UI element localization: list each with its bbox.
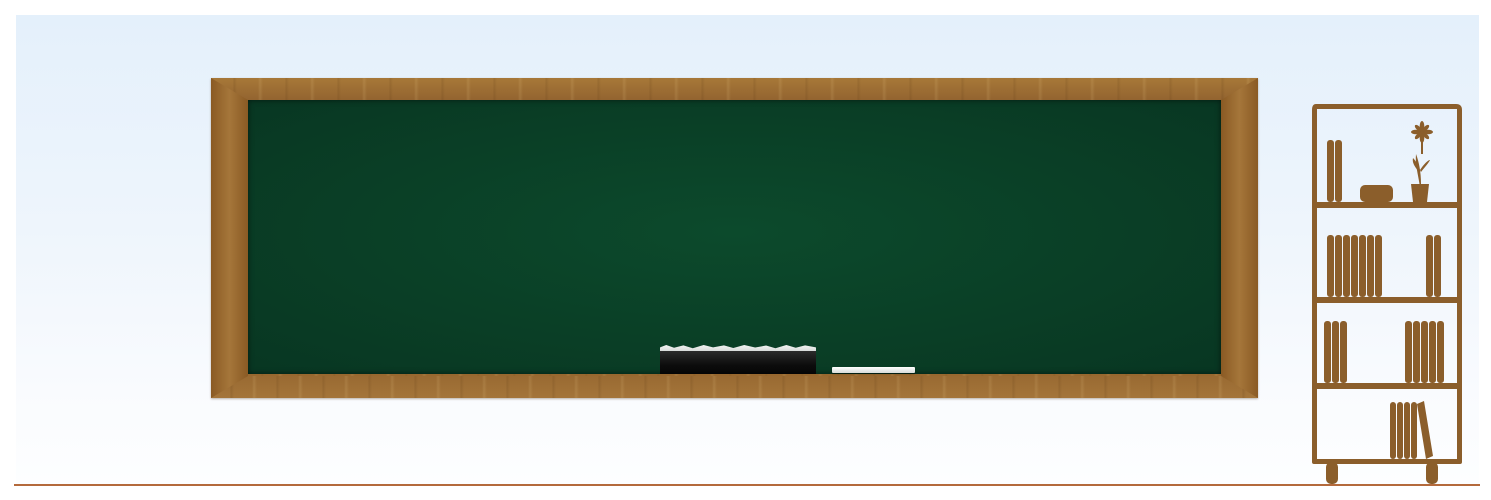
eraser-felt: [660, 345, 816, 353]
books-icon: [1327, 235, 1382, 297]
chalkboard-frame: [211, 78, 1258, 398]
books-icon: [1426, 235, 1441, 297]
chalkboard-eraser[interactable]: [660, 345, 816, 374]
shelf-2: [1314, 297, 1460, 303]
flower-icon: [1411, 121, 1433, 202]
box-icon: [1360, 185, 1393, 202]
chalk-stick[interactable]: [832, 367, 915, 373]
books-icon: [1324, 321, 1347, 383]
floor-line: [14, 484, 1480, 486]
bookshelf: [1312, 104, 1462, 484]
books-icon: [1390, 401, 1433, 459]
bookshelf-leg-left: [1326, 462, 1338, 484]
frame-bottom-rail: [211, 376, 1258, 398]
chalkboard[interactable]: [248, 100, 1221, 374]
frame-top-rail: [211, 78, 1258, 100]
shelf-3: [1314, 383, 1460, 389]
eraser-body: [660, 351, 816, 374]
books-icon: [1327, 140, 1342, 202]
frame-left-rail: [211, 78, 248, 398]
bookshelf-leg-right: [1426, 462, 1438, 484]
shelf-1: [1314, 202, 1460, 208]
books-icon: [1405, 321, 1444, 383]
frame-right-rail: [1221, 78, 1258, 398]
